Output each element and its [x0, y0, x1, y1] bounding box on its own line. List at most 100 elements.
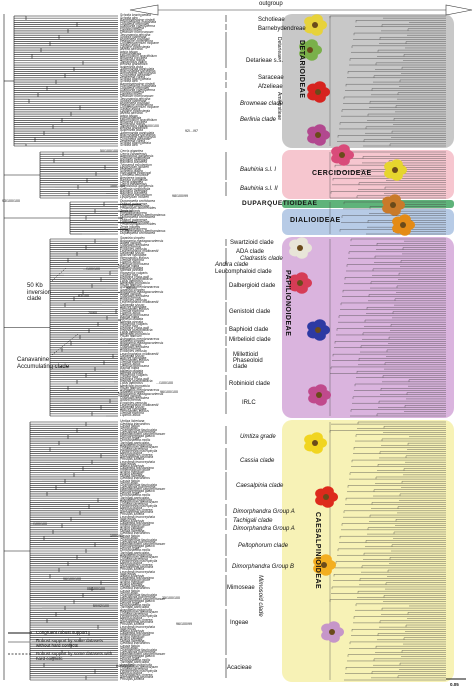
taxon-label: Leucaena leucocephala [120, 514, 155, 519]
taxon-label: Andira inermis [120, 347, 142, 352]
clade-saraceae: Saraceae [258, 75, 284, 81]
taxon-label: Delonix regia [120, 546, 140, 551]
legend-lines [8, 632, 32, 655]
taxon-label: Hymenaea courbaril [120, 100, 150, 105]
taxon-label: Pithecellobium dulce [120, 578, 151, 582]
scale-label: 0.05 [450, 682, 459, 687]
taxon-label: Labichea lanceolata [120, 219, 150, 224]
clade-irlc: IRLC [242, 400, 256, 406]
taxon-label: Leucomphalos mildbraedii [120, 300, 159, 305]
taxon-label: Anthonotha macrophylla [120, 134, 156, 139]
petal [295, 272, 308, 283]
clade-baphioid: Baphioid clade [229, 327, 269, 333]
inversion-clade-annotation: 50 Kb inversion clade [27, 283, 52, 303]
taxon-label: Arachis hypogaea [120, 407, 147, 411]
taxon-label: Millettia pinnata [120, 268, 143, 273]
taxon-label: Acacia mangium [120, 635, 145, 640]
taxon-label: Guibourtia coleosperma [120, 87, 156, 92]
taxon-label: Andira inermis [120, 296, 142, 301]
orange-flower-photo [392, 214, 415, 236]
taxon-label: Bauhinia variegata [120, 158, 148, 163]
taxon-label: Detarium microcarpum [120, 94, 154, 99]
support-value: .../100/100 [83, 267, 100, 271]
flower-center [315, 89, 321, 95]
taxon-label: Arapatiella psilophylla [120, 552, 152, 557]
clade-andira: Andira clade [215, 262, 249, 268]
taxon-label: Bobgunnia madagascariensis [120, 238, 164, 243]
clade-cladrastis: Cladrastis clade [240, 256, 283, 262]
taxon-label: Colvillea racemosa [120, 501, 148, 506]
taxon-label: Dimorphandra mollis [120, 548, 151, 553]
taxon-label: Griffonia simplicifolia [120, 155, 151, 160]
petal [313, 124, 326, 135]
taxon-label: Pentaclethra macrophylla [120, 503, 158, 508]
taxon-label: Dialium guianense [120, 201, 148, 206]
orange-flower-photo [313, 554, 336, 576]
support-value: 70/60 [88, 311, 97, 315]
taxon-label: Mimosa pudica [120, 506, 143, 511]
taxon-label: Lotus japonicus [120, 279, 143, 284]
legend-gray-label: Robust support by some datasets without … [36, 638, 104, 649]
yellow-flower-photo [304, 432, 327, 454]
subfamily-papilionoideae: PAPILIONOIDEAE [284, 270, 291, 337]
taxon-label: Pithecellobium dulce [120, 468, 151, 473]
flower-center [321, 562, 327, 568]
taxon-label: Mimosa pudica [120, 671, 143, 676]
clade-mimoseae: Mimoseae [227, 585, 255, 591]
petal [305, 39, 318, 50]
taxon-label: Acacia senegal [120, 637, 143, 642]
taxon-label: Cercis gigantea [120, 180, 143, 185]
taxon-label: Gleditsia triacanthos [120, 586, 150, 591]
flower-photos [289, 14, 415, 643]
subfamily-caesalpinioideae: CAESALPINIOIDEAE [314, 512, 321, 590]
red-flower-photo [307, 81, 330, 103]
taxon-label: Afzelia africana [120, 111, 143, 116]
flower-center [316, 392, 322, 398]
taxon-label: Erythrina crista-galli [120, 274, 149, 279]
taxon-label: Copaifera officinalis [120, 21, 149, 26]
taxon-label: Schotia afra [120, 15, 138, 20]
taxon-label: Eperua falcata [120, 51, 142, 56]
taxon-label: Calliandra houstoniana [120, 465, 154, 470]
taxon-label: Tachigali paniculata [120, 495, 149, 500]
purple-flower-photo [307, 124, 330, 146]
taxon-label: Calliandra houstoniana [120, 575, 154, 580]
clade-bauhinia-1: Bauhinia s.l. I [240, 167, 277, 173]
taxon-label: Pterocarpus indicus [120, 357, 149, 362]
taxon-label: Leucaena leucocephala [120, 569, 155, 574]
support-value: 05/100/100 [87, 587, 105, 591]
taxon-label: Intsia bijuga [120, 49, 138, 54]
taxon-label: Arapatiella psilophylla [120, 607, 152, 612]
flower-center [312, 440, 318, 446]
outgroup-right-arrow [445, 4, 473, 16]
taxon-label: Mimosa pudica [120, 561, 143, 566]
outgroup-label: outgroup [259, 1, 283, 7]
taxon-label: Tachigali paniculata [120, 605, 149, 610]
taxon-label: Duparquetia orchidacea [120, 231, 156, 236]
taxon-label: Erythrina crista-galli [120, 377, 149, 382]
taxon-label: Cassia fistula [120, 478, 140, 483]
yellow-flower-photo [384, 159, 407, 181]
taxon-label: Cladrastis kentukea [120, 293, 149, 298]
taxon-label: Acacia senegal [120, 472, 143, 477]
taxon-label: Leucaena leucocephala [120, 459, 155, 464]
taxon-label: Delonix regia [120, 656, 140, 661]
taxon-label: Mimosa pudica [120, 451, 143, 456]
canavanine-clade-annotation: Canavanine Accumulating clade [17, 357, 70, 370]
taxon-label: Zenia insignis [120, 224, 141, 229]
taxon-label: Daniellia oliveri [120, 28, 143, 33]
clade-umtiza: Umtiza grade [240, 434, 276, 440]
taxon-label: Cladrastis kentukea [120, 242, 149, 247]
petal [319, 554, 332, 565]
taxon-label: Prosopis juliflora [120, 677, 145, 682]
taxon-label: Inga edulis [120, 626, 136, 631]
taxon-label: Barklya syringifolia [120, 177, 148, 182]
taxon-label: Dalbergia sissoo [120, 251, 145, 256]
taxon-label: Bauhinia purpurea [120, 160, 147, 165]
taxon-label: Distemonanthus benthamianus [120, 229, 166, 234]
taxon-label: Glycine max [120, 323, 139, 328]
taxon-label: Delonix regia [120, 601, 140, 606]
taxon-label: Dialium guianense [120, 217, 148, 222]
support-value: 59/92/100 [93, 604, 109, 608]
